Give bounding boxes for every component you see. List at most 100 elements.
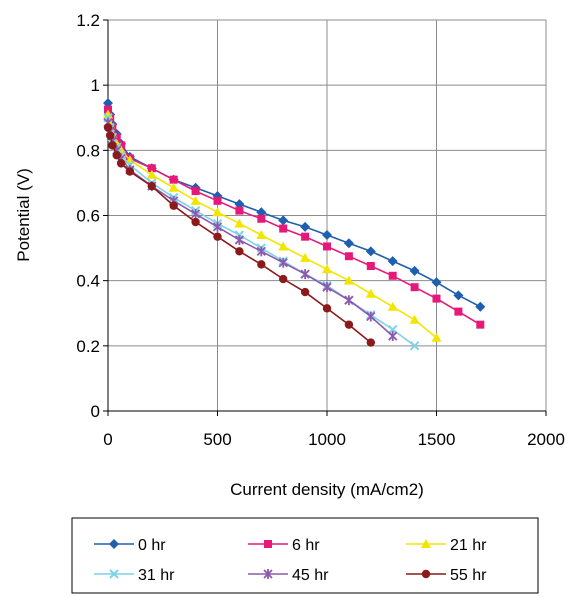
data-point [103,123,113,132]
legend-marker [109,569,119,579]
data-point [475,301,486,312]
data-point [300,221,311,232]
data-point [432,294,441,303]
data-point [409,314,420,324]
legend-item: 45 hr [248,567,329,584]
series-line [107,109,481,326]
data-point [190,208,201,219]
data-point [146,169,157,179]
legend-item: 21 hr [406,537,487,554]
y-tick-label: 0.2 [76,337,100,356]
data-point [344,295,354,306]
legend-marker [421,539,431,548]
data-point [168,182,179,192]
grid [107,19,547,412]
legend-label: 55 hr [450,567,487,584]
data-point [108,141,117,150]
legend-box [71,517,539,594]
legend-label: 21 hr [450,537,487,554]
data-point [279,274,288,284]
data-point [212,221,223,232]
data-point [257,214,266,223]
data-point [235,247,244,256]
y-tick-label: 1.2 [76,11,100,30]
data-point [257,260,266,269]
data-point [366,311,376,322]
x-tick-label: 500 [203,430,231,449]
data-point [431,277,442,288]
data-point [323,242,331,251]
legend-item: 0 hr [94,537,166,554]
data-point [278,257,288,268]
x-tick-label: 0 [103,430,112,449]
data-point [279,224,288,233]
data-point [322,282,332,293]
data-point [105,131,115,140]
data-point [366,338,375,347]
data-point [256,230,267,240]
data-point [300,252,311,262]
x-tick-label: 1000 [308,430,346,449]
data-point [365,246,376,257]
legend-item: 31 hr [94,567,175,584]
legend-marker [264,540,272,548]
data-point [278,215,289,226]
data-point [453,290,464,301]
series-55-hr [103,123,375,347]
data-point [234,234,245,245]
data-point [147,181,156,191]
data-point [410,283,419,292]
data-point [301,232,310,241]
data-point [388,271,397,280]
data-point [112,151,121,160]
legend-item: 55 hr [406,567,487,584]
data-point [116,159,126,168]
data-point [256,207,267,218]
data-point [235,206,244,215]
data-point [343,238,354,249]
data-point [278,241,289,251]
data-point [256,246,266,257]
y-tick-label: 0.4 [76,272,100,291]
legend-label: 31 hr [138,567,175,584]
data-point [431,332,442,342]
y-tick-label: 0 [91,402,100,421]
legend: 0 hr 6 hr 21 hr 31 hr 45 hr 55 hr [71,517,539,594]
legend-label: 45 hr [292,567,329,584]
x-axis-title: Current density (mA/cm2) [230,480,424,499]
data-point [343,275,354,285]
legend-label: 0 hr [138,537,166,554]
legend-marker [263,569,273,579]
data-point [103,98,113,109]
legend-item: 6 hr [248,537,320,554]
series-group [103,98,486,351]
data-point [169,175,178,184]
legend-marker [421,569,431,579]
x-tick-label: 1500 [418,430,456,449]
data-point [387,256,398,267]
data-point [322,264,332,274]
data-point [344,320,354,329]
data-point [454,307,463,316]
y-tick-label: 0.6 [76,207,100,226]
y-tick-label: 0.8 [76,141,100,160]
data-point [300,287,310,297]
data-point [190,195,201,205]
data-point [409,265,420,276]
data-point [212,207,223,217]
data-point [191,217,200,227]
x-tick-label: 2000 [527,430,565,449]
data-point [344,252,353,261]
axes [103,19,547,416]
data-point [476,320,485,329]
data-point [387,301,398,311]
data-point [147,164,156,173]
data-point [234,218,245,228]
data-point [322,230,332,241]
data-point [300,269,310,280]
data-point [213,232,222,241]
data-point [191,187,200,196]
legend-marker [109,539,119,549]
